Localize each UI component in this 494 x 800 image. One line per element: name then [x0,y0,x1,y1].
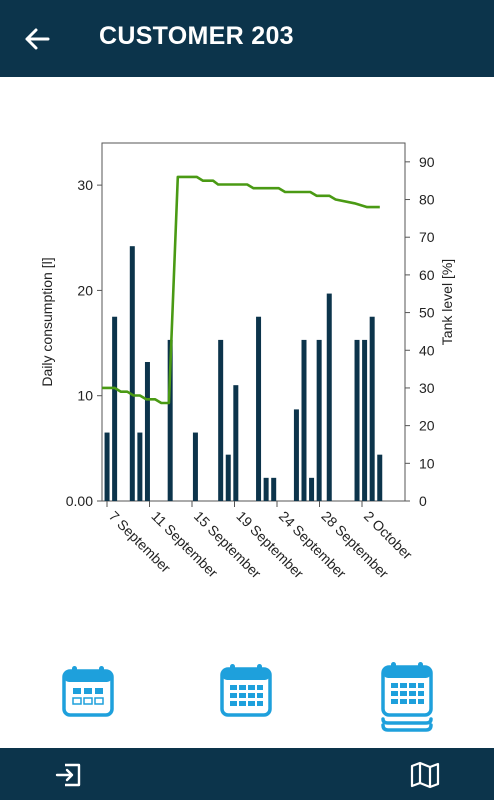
consumption-bar [326,293,332,501]
consumption-bar [233,385,239,501]
tank-level-line [102,175,380,405]
map-icon[interactable] [410,761,440,789]
y-left-tick-label: 30 [77,177,93,193]
consumption-bar [377,454,383,501]
consumption-bar [293,409,299,501]
plot-frame [101,142,406,502]
tab-multi-month-calendar-icon[interactable] [380,661,434,735]
y-left-tick-label: 20 [77,282,93,298]
consumption-bar [263,477,269,501]
y-right-tick-label: 10 [419,455,435,471]
y-right-tick-label: 50 [419,305,435,321]
y-right-tick-label: 80 [419,192,435,208]
consumption-bar [218,339,224,501]
consumption-bar [316,339,322,501]
y-left-axis-title: Daily consumption [l] [39,257,55,386]
y-right-tick-label: 70 [419,229,435,245]
back-arrow-icon[interactable] [22,24,52,54]
y-left-tick-label: 0.00 [66,493,93,509]
y-right-tick-label: 60 [419,267,435,283]
y-right-tick-label: 20 [419,418,435,434]
consumption-bar [104,432,110,501]
y-right-axis-title: Tank level [%] [439,259,455,345]
page-title: CUSTOMER 203 [99,22,294,50]
consumption-bar [309,477,315,501]
consumption-bar [362,339,368,501]
consumption-bar [144,362,150,501]
chart-line [102,175,380,405]
bottom-nav [0,748,494,800]
consumption-bar [167,339,173,501]
app-header: CUSTOMER 203 [0,0,494,77]
consumption-bar [225,454,231,501]
y-left-tick-label: 10 [77,388,93,404]
consumption-bar [112,316,118,501]
consumption-bar [129,246,135,501]
consumption-bar [137,432,143,501]
tab-month-calendar-icon[interactable] [220,663,272,717]
consumption-bar [354,339,360,501]
y-right-tick-label: 40 [419,342,435,358]
tab-week-calendar-icon[interactable] [62,665,114,717]
consumption-bar [256,316,262,501]
consumption-bar [369,316,375,501]
chart-axes [97,142,410,507]
y-right-tick-label: 30 [419,380,435,396]
consumption-bar [192,432,198,501]
consumption-bar [301,339,307,501]
consumption-bar [271,477,277,501]
exit-icon[interactable] [55,762,83,788]
y-right-tick-label: 90 [419,154,435,170]
period-tabs [0,658,494,738]
y-right-tick-label: 0 [419,493,427,509]
chart-bars [104,246,383,501]
